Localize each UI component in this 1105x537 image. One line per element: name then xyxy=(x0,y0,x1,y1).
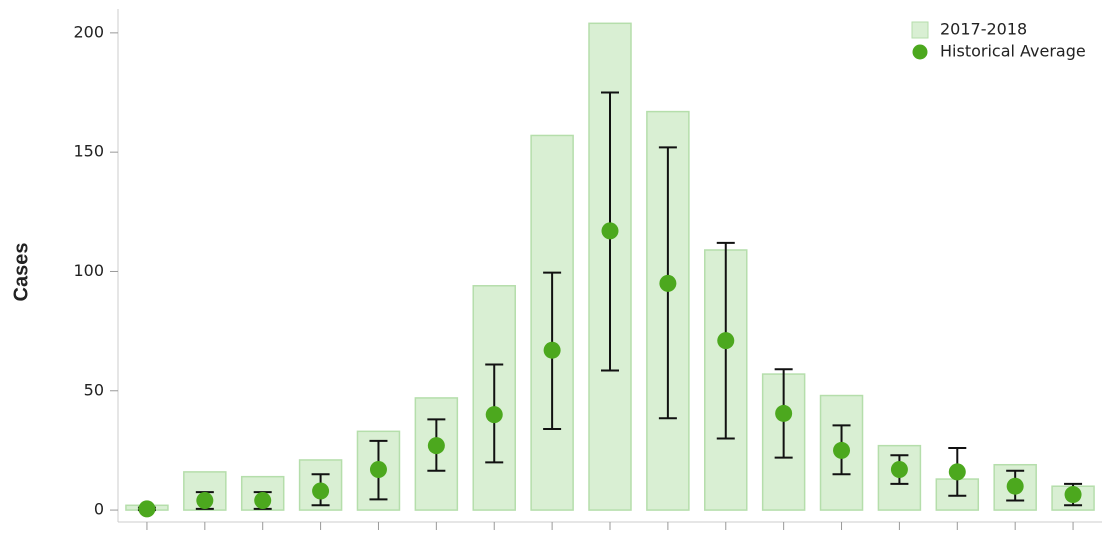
point xyxy=(138,500,156,518)
point xyxy=(369,461,387,479)
point xyxy=(1006,477,1024,495)
point xyxy=(1064,486,1082,504)
y-tick-label: 0 xyxy=(94,500,104,519)
point xyxy=(717,332,735,350)
point xyxy=(833,441,851,459)
point xyxy=(427,437,445,455)
point xyxy=(948,463,966,481)
bar xyxy=(472,285,516,511)
point xyxy=(775,404,793,422)
y-tick-label: 50 xyxy=(84,380,104,399)
point xyxy=(312,482,330,500)
legend-label: 2017-2018 xyxy=(940,20,1027,39)
y-tick-label: 100 xyxy=(73,261,104,280)
y-tick-label: 150 xyxy=(73,142,104,161)
y-tick-label: 200 xyxy=(73,22,104,41)
point xyxy=(601,222,619,240)
point xyxy=(196,492,214,510)
point xyxy=(659,274,677,292)
point xyxy=(254,492,272,510)
legend-label: Historical Average xyxy=(940,42,1086,61)
point xyxy=(890,461,908,479)
point xyxy=(485,406,503,424)
y-axis-label: Cases xyxy=(10,243,32,302)
legend-swatch xyxy=(911,21,929,39)
legend-swatch xyxy=(912,44,928,60)
point xyxy=(543,341,561,359)
